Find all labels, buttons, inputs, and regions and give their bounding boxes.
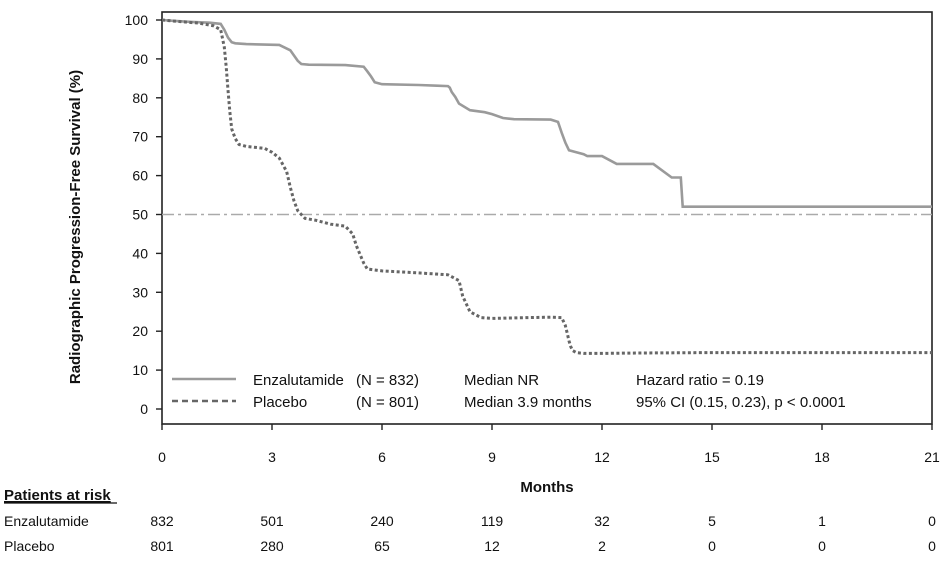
x-tick-label-6: 6 <box>378 449 386 465</box>
legend-n-enzalutamide: (N = 832) <box>356 372 419 389</box>
x-tick-label-15: 15 <box>704 449 720 465</box>
y-tick-label-50: 50 <box>132 207 148 223</box>
risk-value-enzalutamide-9: 119 <box>481 513 504 529</box>
series-layer <box>161 18 932 355</box>
y-tick-label-40: 40 <box>132 245 148 261</box>
series-line-enzalutamide <box>161 18 932 208</box>
y-axis-title: Radiographic Progression-Free Survival (… <box>67 70 84 384</box>
risk-values: 832 501 240 119 32 5 1 0 801 280 65 12 2 0 0 0 <box>150 513 936 554</box>
y-tick-label-90: 90 <box>132 51 148 67</box>
legend-median-enzalutamide: Median NR <box>464 372 539 389</box>
risk-value-enzalutamide-3: 501 <box>260 513 284 529</box>
y-tick-label-0: 0 <box>140 401 148 417</box>
risk-value-enzalutamide-12: 32 <box>594 513 610 529</box>
risk-value-enzalutamide-21: 0 <box>928 513 936 529</box>
risk-value-placebo-18: 0 <box>818 538 826 554</box>
risk-table: Patients at risk Enzalutamide Placebo 83… <box>4 487 936 554</box>
risk-value-placebo-15: 0 <box>708 538 716 554</box>
y-tick-label-80: 80 <box>132 90 148 106</box>
y-tick-label-10: 10 <box>132 362 148 378</box>
risk-row-label-enzalutamide: Enzalutamide <box>4 513 89 529</box>
risk-value-placebo-12: 2 <box>598 538 606 554</box>
legend-confidence-interval: 95% CI (0.15, 0.23), p < 0.0001 <box>636 394 846 411</box>
risk-value-placebo-0: 801 <box>150 538 174 554</box>
series-line-placebo <box>161 18 932 355</box>
risk-value-placebo-6: 65 <box>374 538 390 554</box>
x-axis-title: Months <box>520 479 573 496</box>
x-tick-label-3: 3 <box>268 449 276 465</box>
risk-value-enzalutamide-6: 240 <box>370 513 394 529</box>
legend-n-placebo: (N = 801) <box>356 394 419 411</box>
y-tick-label-60: 60 <box>132 168 148 184</box>
y-tick-label-20: 20 <box>132 323 148 339</box>
plot-frame <box>161 11 933 425</box>
x-tick-label-0: 0 <box>158 449 166 465</box>
legend: Enzalutamide (N = 832) Median NR Hazard … <box>172 372 846 411</box>
y-tick-label-30: 30 <box>132 284 148 300</box>
risk-value-placebo-9: 12 <box>484 538 500 554</box>
x-tick-label-18: 18 <box>814 449 830 465</box>
risk-value-enzalutamide-18: 1 <box>818 513 826 529</box>
legend-label-enzalutamide: Enzalutamide <box>253 372 344 389</box>
y-tick-label-100: 100 <box>125 12 149 28</box>
risk-row-label-placebo: Placebo <box>4 538 55 554</box>
risk-value-placebo-21: 0 <box>928 538 936 554</box>
y-tick-label-70: 70 <box>132 129 148 145</box>
legend-hazard-ratio: Hazard ratio = 0.19 <box>636 372 764 389</box>
legend-label-placebo: Placebo <box>253 394 307 411</box>
risk-table-title: Patients at risk <box>4 487 111 504</box>
y-axis: 0 10 20 30 40 50 60 70 80 90 100 <box>125 12 162 417</box>
risk-value-placebo-3: 280 <box>260 538 284 554</box>
x-tick-label-12: 12 <box>594 449 610 465</box>
legend-median-placebo: Median 3.9 months <box>464 394 592 411</box>
risk-value-enzalutamide-0: 832 <box>150 513 174 529</box>
x-tick-label-9: 9 <box>488 449 496 465</box>
x-tick-label-21: 21 <box>924 449 940 465</box>
x-axis: 0 3 6 9 12 15 18 21 <box>158 424 940 465</box>
risk-value-enzalutamide-15: 5 <box>708 513 716 529</box>
